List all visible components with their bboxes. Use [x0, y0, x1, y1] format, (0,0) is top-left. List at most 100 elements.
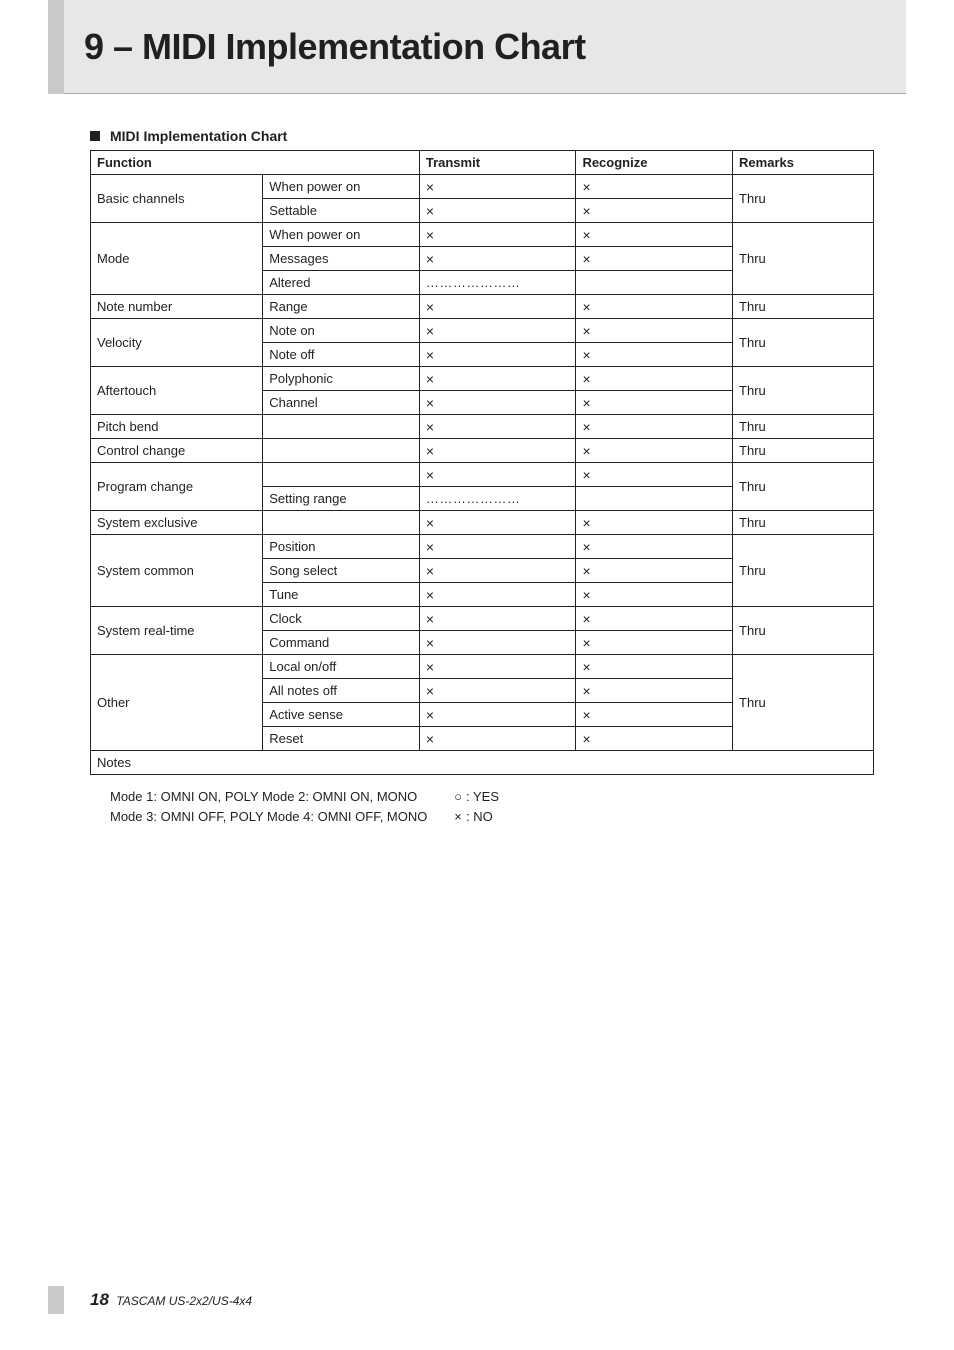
legend-no-text: : NO: [466, 807, 493, 827]
subfunction-cell: Clock: [263, 607, 420, 631]
subfunction-cell: Channel: [263, 391, 420, 415]
recognize-cell: ×: [576, 535, 733, 559]
remarks-cell: Thru: [733, 535, 874, 607]
subfunction-cell: Polyphonic: [263, 367, 420, 391]
table-row: OtherLocal on/off××Thru: [91, 655, 874, 679]
page-number: 18: [90, 1290, 109, 1309]
page-footer: 18 TASCAM US-2x2/US-4x4: [90, 1290, 252, 1310]
section-subheading: MIDI Implementation Chart: [90, 128, 874, 144]
recognize-cell: ×: [576, 703, 733, 727]
legend-modes-1: Mode 1: OMNI ON, POLY Mode 2: OMNI ON, M…: [110, 787, 450, 807]
table-row: Program change××Thru: [91, 463, 874, 487]
function-cell: System common: [91, 535, 263, 607]
remarks-cell: Thru: [733, 223, 874, 295]
subfunction-cell: Note on: [263, 319, 420, 343]
transmit-cell: ×: [419, 391, 576, 415]
remarks-cell: Thru: [733, 655, 874, 751]
subfunction-cell: Tune: [263, 583, 420, 607]
recognize-cell: ×: [576, 655, 733, 679]
midi-implementation-table: Function Transmit Recognize Remarks Basi…: [90, 150, 874, 775]
transmit-cell: ×: [419, 367, 576, 391]
col-recognize: Recognize: [576, 151, 733, 175]
recognize-cell: ×: [576, 199, 733, 223]
transmit-cell: ×: [419, 535, 576, 559]
transmit-cell: ×: [419, 607, 576, 631]
recognize-cell: ×: [576, 367, 733, 391]
function-cell: Control change: [91, 439, 263, 463]
subfunction-cell: Range: [263, 295, 420, 319]
chapter-title: 9 – MIDI Implementation Chart: [84, 26, 586, 68]
transmit-cell: ×: [419, 343, 576, 367]
function-cell: Aftertouch: [91, 367, 263, 415]
table-row: ModeWhen power on××Thru: [91, 223, 874, 247]
recognize-cell: [576, 271, 733, 295]
table-row: VelocityNote on××Thru: [91, 319, 874, 343]
transmit-cell: ×: [419, 463, 576, 487]
footer-product-name: TASCAM US-2x2/US-4x4: [116, 1294, 252, 1308]
subfunction-cell: Position: [263, 535, 420, 559]
subfunction-cell: Note off: [263, 343, 420, 367]
transmit-cell: ×: [419, 319, 576, 343]
recognize-cell: ×: [576, 415, 733, 439]
subfunction-cell: Messages: [263, 247, 420, 271]
legend-block: Mode 1: OMNI ON, POLY Mode 2: OMNI ON, M…: [90, 787, 874, 826]
recognize-cell: ×: [576, 175, 733, 199]
function-cell: Other: [91, 655, 263, 751]
recognize-cell: ×: [576, 223, 733, 247]
transmit-cell: …………………: [419, 487, 576, 511]
subfunction-cell: [263, 463, 420, 487]
remarks-cell: Thru: [733, 175, 874, 223]
recognize-cell: ×: [576, 727, 733, 751]
transmit-cell: ×: [419, 583, 576, 607]
recognize-cell: ×: [576, 295, 733, 319]
recognize-cell: ×: [576, 607, 733, 631]
notes-cell: Notes: [91, 751, 874, 775]
recognize-cell: ×: [576, 463, 733, 487]
transmit-cell: ×: [419, 439, 576, 463]
transmit-cell: ×: [419, 175, 576, 199]
table-row: System real-timeClock××Thru: [91, 607, 874, 631]
recognize-cell: ×: [576, 391, 733, 415]
transmit-cell: ×: [419, 655, 576, 679]
no-symbol-icon: ×: [450, 807, 466, 827]
legend-yes-text: : YES: [466, 787, 499, 807]
remarks-cell: Thru: [733, 439, 874, 463]
square-bullet-icon: [90, 131, 100, 141]
table-row: Control change××Thru: [91, 439, 874, 463]
recognize-cell: ×: [576, 631, 733, 655]
subfunction-cell: [263, 511, 420, 535]
recognize-cell: ×: [576, 583, 733, 607]
recognize-cell: ×: [576, 247, 733, 271]
subfunction-cell: All notes off: [263, 679, 420, 703]
transmit-cell: ×: [419, 631, 576, 655]
subheading-text: MIDI Implementation Chart: [110, 128, 287, 144]
function-cell: Mode: [91, 223, 263, 295]
recognize-cell: ×: [576, 319, 733, 343]
transmit-cell: …………………: [419, 271, 576, 295]
subfunction-cell: Local on/off: [263, 655, 420, 679]
subfunction-cell: Command: [263, 631, 420, 655]
chapter-title-block: 9 – MIDI Implementation Chart: [64, 0, 906, 94]
function-cell: Pitch bend: [91, 415, 263, 439]
transmit-cell: ×: [419, 727, 576, 751]
subfunction-cell: Setting range: [263, 487, 420, 511]
function-cell: Program change: [91, 463, 263, 511]
subfunction-cell: When power on: [263, 223, 420, 247]
transmit-cell: ×: [419, 511, 576, 535]
table-row: AftertouchPolyphonic××Thru: [91, 367, 874, 391]
function-cell: System exclusive: [91, 511, 263, 535]
footer-side-bar: [48, 1286, 64, 1314]
recognize-cell: ×: [576, 511, 733, 535]
recognize-cell: ×: [576, 343, 733, 367]
subfunction-cell: Altered: [263, 271, 420, 295]
col-remarks: Remarks: [733, 151, 874, 175]
table-row: System exclusive××Thru: [91, 511, 874, 535]
subfunction-cell: Reset: [263, 727, 420, 751]
function-cell: Note number: [91, 295, 263, 319]
recognize-cell: [576, 487, 733, 511]
table-row: System commonPosition××Thru: [91, 535, 874, 559]
transmit-cell: ×: [419, 559, 576, 583]
col-transmit: Transmit: [419, 151, 576, 175]
recognize-cell: ×: [576, 439, 733, 463]
subfunction-cell: Song select: [263, 559, 420, 583]
